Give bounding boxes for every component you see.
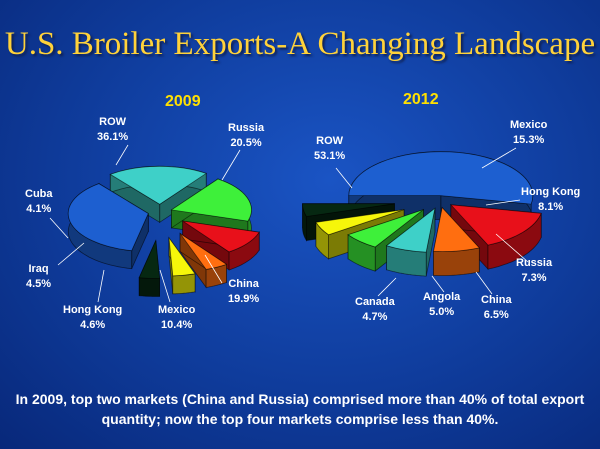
leader-line	[221, 149, 241, 181]
slice-2009-russia	[109, 165, 208, 224]
leader-line	[377, 277, 397, 297]
slice-2012-russia	[385, 207, 436, 277]
label-2009-row: ROW 36.1%	[97, 116, 129, 143]
leader-line	[475, 271, 493, 295]
pie-chart-2012	[302, 151, 542, 277]
label-2012-canada: Canada 4.7%	[355, 296, 395, 323]
page-title: U.S. Broiler Exports-A Changing Landscap…	[4, 26, 596, 62]
label-2012-angola: Angola 5.0%	[423, 291, 461, 318]
leader-lines	[49, 144, 529, 303]
leader-line	[335, 167, 353, 189]
slice-2009-hong-kong	[179, 232, 228, 289]
label-2012-china: China 6.5%	[481, 294, 512, 321]
leader-line	[159, 269, 171, 303]
leader-line	[115, 144, 129, 166]
label-2009-hong-kong: Hong Kong 4.6%	[63, 304, 123, 331]
slice-2012-hong-kong	[433, 206, 481, 276]
label-2012-row: ROW 53.1%	[314, 135, 346, 162]
label-2009-china: China 19.9%	[228, 278, 260, 305]
leader-line	[431, 275, 445, 293]
leader-line	[204, 254, 223, 284]
footer-note: In 2009, top two markets (China and Russ…	[15, 391, 585, 427]
leader-line	[57, 242, 85, 266]
label-2012-hong-kong: Hong Kong 8.1%	[521, 186, 581, 213]
slice-2009-mexico	[182, 220, 260, 271]
label-2009-mexico: Mexico 10.4%	[158, 304, 196, 331]
slice-2009-cuba	[138, 238, 161, 297]
chart-2009-title: 2009	[165, 93, 201, 110]
leader-line	[481, 147, 517, 169]
chart-2012-title: 2012	[403, 91, 439, 108]
slice-2009-iraq	[168, 236, 196, 295]
leader-line	[97, 269, 105, 303]
slice-2009-row	[67, 182, 149, 270]
label-2009-cuba: Cuba 4.1%	[25, 188, 53, 215]
label-2009-russia: Russia 20.5%	[228, 122, 265, 149]
leader-line	[495, 233, 529, 263]
label-2012-russia: Russia 7.3%	[516, 257, 553, 284]
label-2012-mexico: Mexico 15.3%	[510, 119, 548, 146]
leader-line	[485, 199, 521, 206]
label-2009-iraq: Iraq 4.5%	[26, 263, 52, 290]
pie-chart-2009	[67, 165, 260, 297]
leader-line	[49, 217, 69, 239]
